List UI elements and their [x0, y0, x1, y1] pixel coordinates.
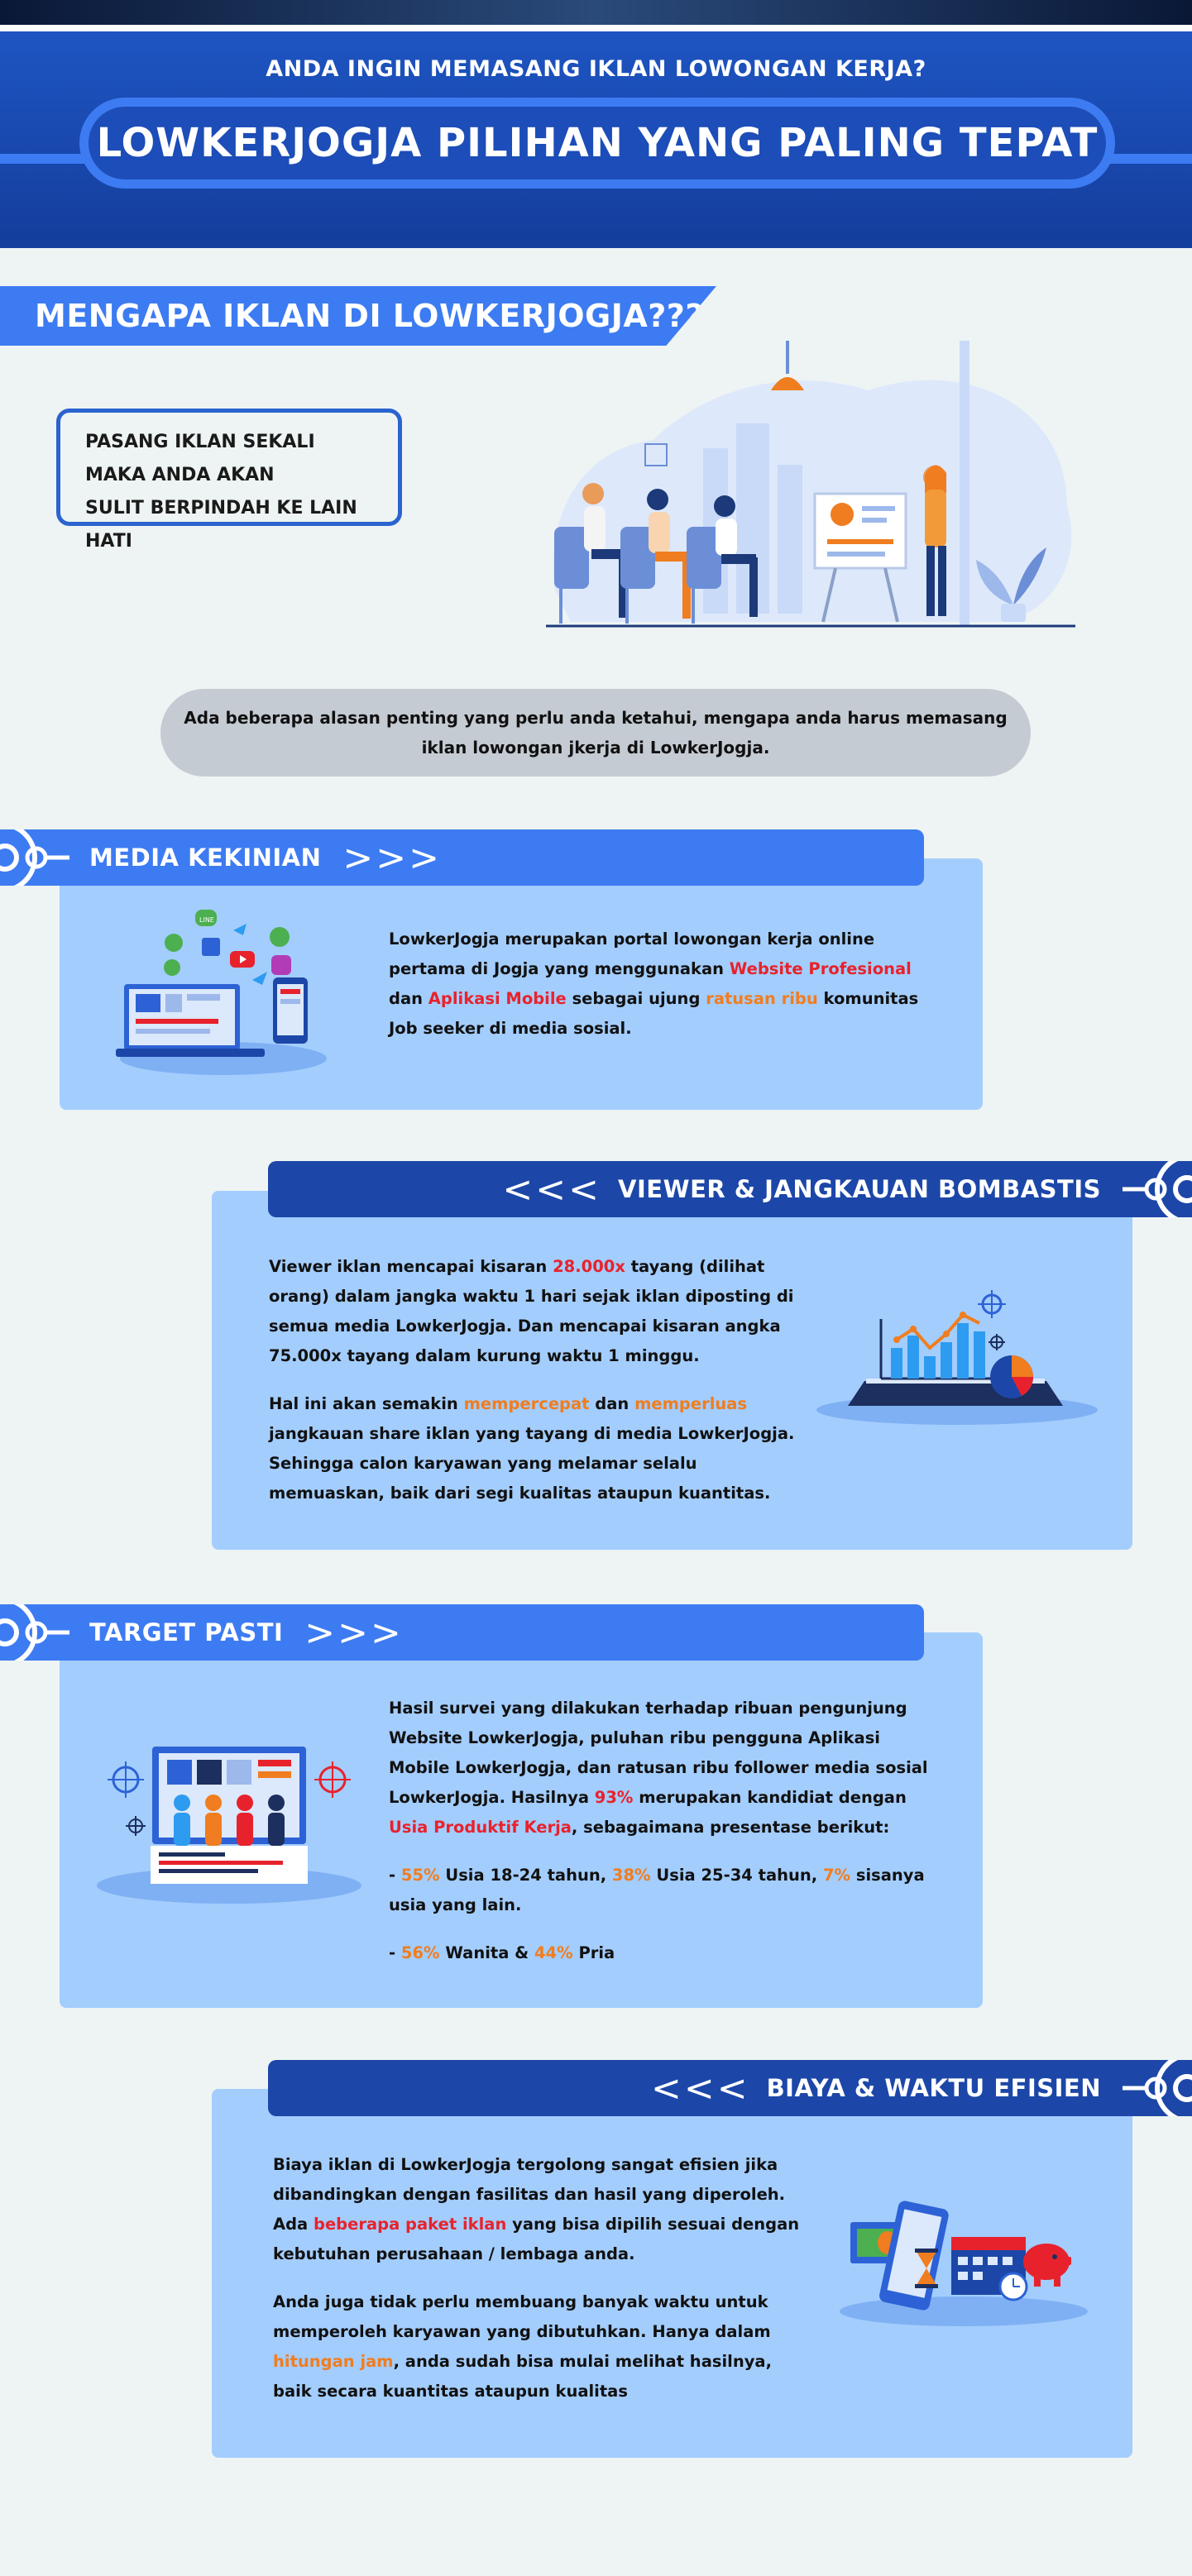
- text-run: Usia 18-24 tahun,: [439, 1866, 612, 1885]
- text-run: Pria: [572, 1943, 615, 1962]
- meeting-illustration: [546, 341, 1075, 628]
- tablet-chart-illustration: [816, 1290, 1098, 1425]
- why-title-ribbon: MENGAPA IKLAN DI LOWKERJOGJA???: [0, 286, 716, 346]
- header-banner: ANDA INGIN MEMASANG IKLAN LOWONGAN KERJA…: [0, 31, 1192, 248]
- highlight-text: memperluas: [634, 1394, 748, 1413]
- text-run: Biaya iklan di LowkerJogja tergolong san…: [273, 2155, 786, 2234]
- text-run: Usia 25-34 tahun,: [650, 1866, 823, 1885]
- highlight-text: 38%: [611, 1866, 651, 1885]
- text-run: , anda sudah bisa mulai melihat hasilnya…: [273, 2352, 772, 2401]
- header-pill: LOWKERJOGJA PILIHAN YANG PALING TEPAT: [79, 98, 1115, 189]
- viewer-tab: <<< VIEWER & JANGKAUAN BOMBASTIS: [268, 1161, 1192, 1217]
- line-label: LINE: [199, 916, 214, 924]
- text-run: dan: [389, 989, 428, 1008]
- key-icon: [0, 829, 69, 886]
- highlight-text: mempercepat: [463, 1394, 590, 1413]
- viewer-title: VIEWER & JANGKAUAN BOMBASTIS: [618, 1175, 1101, 1203]
- media-arrows: >>>: [342, 836, 442, 879]
- text-run: merupakan kandidiat dengan: [633, 1788, 907, 1807]
- biaya-paragraph-2: Anda juga tidak perlu membuang banyak wa…: [273, 2287, 811, 2406]
- target-arrows: >>>: [304, 1611, 404, 1654]
- viewer-text: Viewer iklan mencapai kisaran 28.000x ta…: [269, 1252, 798, 1527]
- key-icon: [0, 1604, 69, 1661]
- highlight-text: 93%: [594, 1788, 634, 1807]
- intro-line: Ada beberapa alasan penting yang perlu a…: [184, 708, 1008, 728]
- viewer-arrows: <<<: [502, 1168, 602, 1211]
- box-line: MAKA ANDA AKAN: [85, 465, 275, 485]
- media-paragraph: LowkerJogja merupakan portal lowongan ke…: [389, 925, 935, 1044]
- target-tab: TARGET PASTI >>>: [0, 1604, 924, 1661]
- box-line: PASANG IKLAN SEKALI: [85, 432, 315, 452]
- text-run: Viewer iklan mencapai kisaran: [269, 1257, 553, 1276]
- pasang-iklan-box: PASANG IKLAN SEKALI MAKA ANDA AKAN SULIT…: [56, 409, 402, 552]
- highlight-text: 28.000x: [553, 1257, 625, 1276]
- text-run: tayang (dilihat orang) dalam jangka wakt…: [269, 1257, 794, 1365]
- biaya-text: Biaya iklan di LowkerJogja tergolong san…: [273, 2150, 811, 2425]
- text-run: -: [389, 1943, 401, 1962]
- highlight-text: 7%: [822, 1866, 851, 1885]
- highlight-text: hitungan jam: [273, 2352, 394, 2371]
- highlight-text: 56%: [400, 1943, 440, 1962]
- media-title: MEDIA KEKINIAN: [89, 844, 322, 872]
- target-paragraph-2: - 55% Usia 18-24 tahun, 38% Usia 25-34 t…: [389, 1861, 935, 1920]
- media-tab: MEDIA KEKINIAN >>>: [0, 829, 924, 886]
- text-run: jangkauan share iklan yang tayang di med…: [269, 1424, 795, 1503]
- header-subtitle: ANDA INGIN MEMASANG IKLAN LOWONGAN KERJA…: [266, 56, 926, 82]
- top-line: [0, 25, 1192, 31]
- top-strip: [0, 0, 1192, 25]
- intro-line: iklan lowongan jkerja di LowkerJogja.: [421, 738, 770, 758]
- biaya-tab: <<< BIAYA & WAKTU EFISIEN: [268, 2060, 1192, 2116]
- text-run: Wanita &: [439, 1943, 534, 1962]
- key-icon: [1123, 1161, 1192, 1217]
- target-text: Hasil survei yang dilakukan terhadap rib…: [389, 1694, 935, 1986]
- box-line: SULIT BERPINDAH KE LAIN HATI: [85, 498, 357, 552]
- text-run: sisanya usia yang lain.: [389, 1866, 925, 1914]
- text-run: LowkerJogja merupakan portal lowongan ke…: [389, 930, 875, 978]
- key-icon: [1123, 2060, 1192, 2116]
- why-title: MENGAPA IKLAN DI LOWKERJOGJA???: [35, 298, 704, 334]
- biaya-title: BIAYA & WAKTU EFISIEN: [766, 2074, 1101, 2102]
- highlight-text: Usia Produktif Kerja: [389, 1818, 572, 1837]
- target-audience-illustration: [97, 1747, 361, 1904]
- target-paragraph-3: - 56% Wanita & 44% Pria: [389, 1938, 935, 1968]
- laptop-social-illustration: LINE: [116, 910, 327, 1075]
- header-title: LOWKERJOGJA PILIHAN YANG PALING TEPAT: [96, 120, 1099, 166]
- highlight-text: Website Profesional: [729, 959, 912, 978]
- text-run: , sebagaimana presentase berikut:: [571, 1818, 890, 1837]
- media-text: LowkerJogja merupakan portal lowongan ke…: [389, 925, 935, 1062]
- text-run: -: [389, 1866, 401, 1885]
- highlight-text: beberapa paket iklan: [314, 2215, 507, 2234]
- target-paragraph-1: Hasil survei yang dilakukan terhadap rib…: [389, 1694, 935, 1842]
- viewer-paragraph-1: Viewer iklan mencapai kisaran 28.000x ta…: [269, 1252, 798, 1371]
- text-run: yang bisa dipilih sesuai dengan kebutuha…: [273, 2215, 800, 2263]
- text-run: Anda juga tidak perlu membuang banyak wa…: [273, 2292, 771, 2341]
- biaya-paragraph-1: Biaya iklan di LowkerJogja tergolong san…: [273, 2150, 811, 2269]
- highlight-text: 55%: [400, 1866, 440, 1885]
- intro-pill: Ada beberapa alasan penting yang perlu a…: [160, 689, 1031, 777]
- highlight-text: 44%: [534, 1943, 573, 1962]
- viewer-paragraph-2: Hal ini akan semakin mempercepat dan mem…: [269, 1389, 798, 1508]
- target-title: TARGET PASTI: [89, 1618, 284, 1646]
- text-run: sebagai ujung: [566, 989, 706, 1008]
- highlight-text: Aplikasi Mobile: [428, 989, 567, 1008]
- text-run: Hal ini akan semakin: [269, 1394, 464, 1413]
- money-time-illustration: [840, 2201, 1088, 2326]
- text-run: dan: [589, 1394, 635, 1413]
- text-run: Hasil survei yang dilakukan terhadap rib…: [389, 1699, 928, 1807]
- biaya-arrows: <<<: [650, 2067, 750, 2110]
- text-run: komunitas Job seeker di media sosial.: [389, 989, 919, 1038]
- highlight-text: ratusan ribu: [706, 989, 818, 1008]
